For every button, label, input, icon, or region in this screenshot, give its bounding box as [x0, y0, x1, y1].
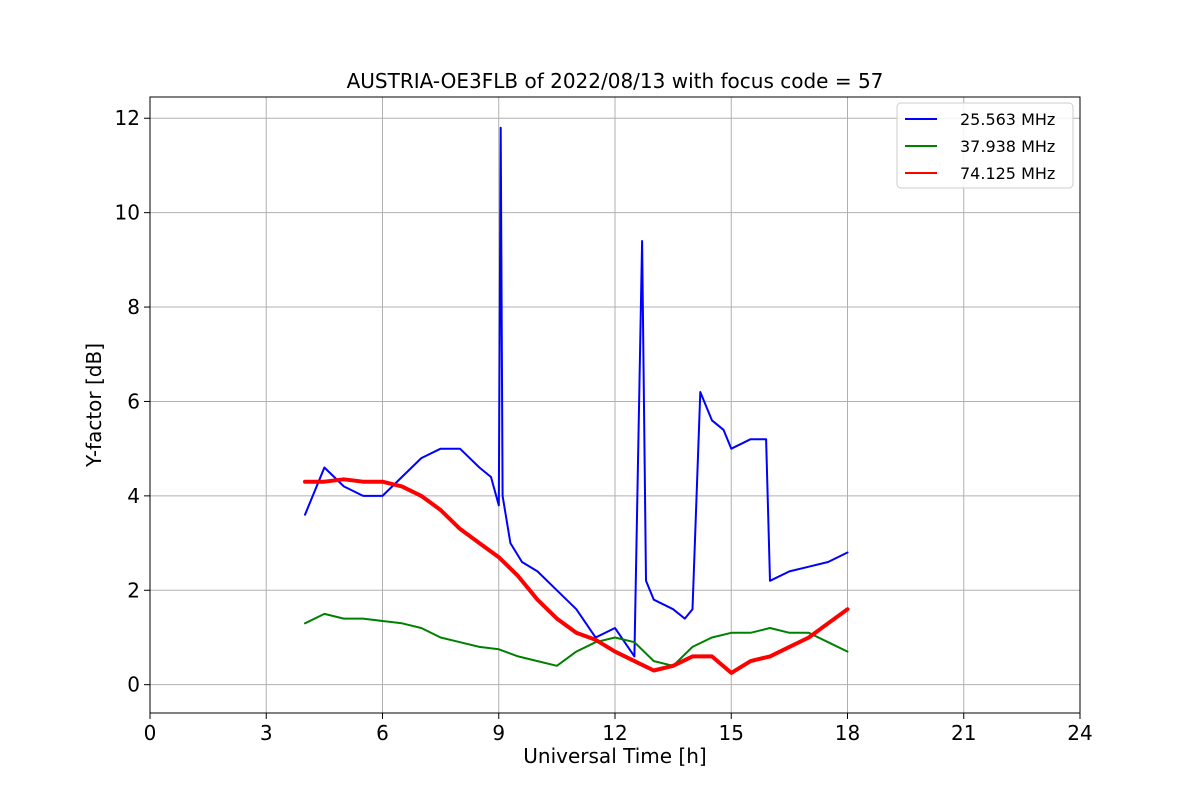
legend: 25.563 MHz 37.938 MHz 74.125 MHz [896, 102, 1074, 189]
y-tick-label: 12 [115, 106, 140, 130]
series-line-3 [303, 477, 850, 675]
series-layer [303, 126, 850, 675]
x-tick-label: 9 [492, 721, 505, 745]
x-tick-label: 0 [144, 721, 157, 745]
y-tick-label: 6 [127, 389, 140, 413]
y-tick-label: 10 [115, 201, 140, 225]
x-tick-label: 24 [1067, 721, 1092, 745]
x-axis-label: Universal Time [h] [523, 744, 706, 768]
legend-label: 74.125 MHz [960, 164, 1055, 183]
x-tick-label: 3 [260, 721, 273, 745]
y-axis-label: Y-factor [dB] [82, 343, 106, 468]
y-tick-label: 4 [127, 484, 140, 508]
y-tick-label: 2 [127, 578, 140, 602]
legend-box [896, 102, 1074, 189]
x-tick-label: 21 [951, 721, 976, 745]
legend-label: 25.563 MHz [960, 110, 1055, 129]
y-tick-label: 0 [127, 673, 140, 697]
legend-label: 37.938 MHz [960, 137, 1055, 156]
y-tick-label: 8 [127, 295, 140, 319]
series-line-2 [304, 612, 849, 667]
x-tick-label: 6 [376, 721, 389, 745]
x-tick-label: 18 [835, 721, 860, 745]
x-tick-label: 12 [602, 721, 627, 745]
y-axis-ticks: 0 2 4 6 8 10 12 [115, 106, 150, 697]
chart-title: AUSTRIA-OE3FLB of 2022/08/13 with focus … [347, 69, 884, 93]
legend-items: 25.563 MHz 37.938 MHz 74.125 MHz [905, 110, 1055, 183]
x-tick-label: 15 [719, 721, 744, 745]
x-axis-ticks: 0 3 6 9 12 15 18 21 24 [144, 713, 1093, 745]
series-line-1 [304, 126, 849, 658]
